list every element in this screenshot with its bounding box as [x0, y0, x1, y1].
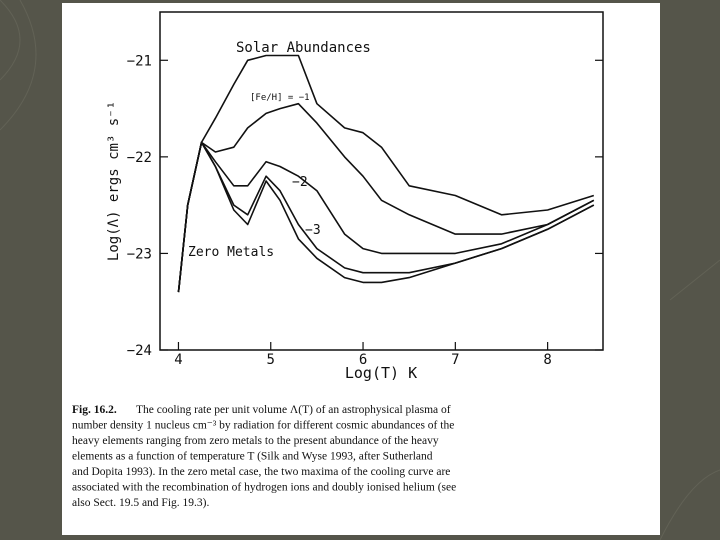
- series-label: −2: [292, 175, 308, 190]
- caption-line: associated with the recombination of hyd…: [72, 482, 456, 494]
- plot-frame: [159, 11, 604, 351]
- series-label: −3: [305, 223, 321, 238]
- caption-line: and Dopita 1993). In the zero metal case…: [72, 466, 450, 478]
- y-axis-label: Log(Λ) ergs cm³ s⁻¹: [106, 101, 122, 261]
- y-tick-label: −21: [127, 53, 152, 69]
- series-line: [177, 141, 595, 293]
- x-tick-label: 5: [267, 352, 275, 368]
- caption-line: heavy elements ranging from zero metals …: [72, 435, 439, 447]
- figure-sheet: [62, 3, 660, 535]
- series-line: [177, 141, 595, 293]
- y-tick-label: −23: [127, 246, 152, 262]
- series-label: Solar Abundances: [236, 40, 371, 56]
- y-tick-label: −22: [127, 150, 152, 166]
- x-tick-label: 4: [174, 352, 182, 368]
- series-line: [177, 54, 595, 293]
- caption-line: elements as a function of temperature T …: [72, 451, 433, 463]
- x-axis-label: Log(T) K: [345, 364, 417, 382]
- y-tick-label: −24: [127, 343, 152, 359]
- caption-line: The cooling rate per unit volume Λ(T) of…: [136, 404, 451, 416]
- series-label: Zero Metals: [188, 245, 274, 260]
- series-label: [Fe/H] = −1: [250, 93, 310, 103]
- caption-line: also Sect. 19.5 and Fig. 19.3).: [72, 497, 209, 509]
- caption-label: Fig. 16.2.: [72, 404, 117, 416]
- x-tick-label: 7: [451, 352, 459, 368]
- x-tick-label: 8: [543, 352, 551, 368]
- series-line: [177, 102, 595, 293]
- caption-line: number density 1 nucleus cm⁻³ by radiati…: [72, 420, 454, 432]
- x-tick-label: 6: [359, 352, 367, 368]
